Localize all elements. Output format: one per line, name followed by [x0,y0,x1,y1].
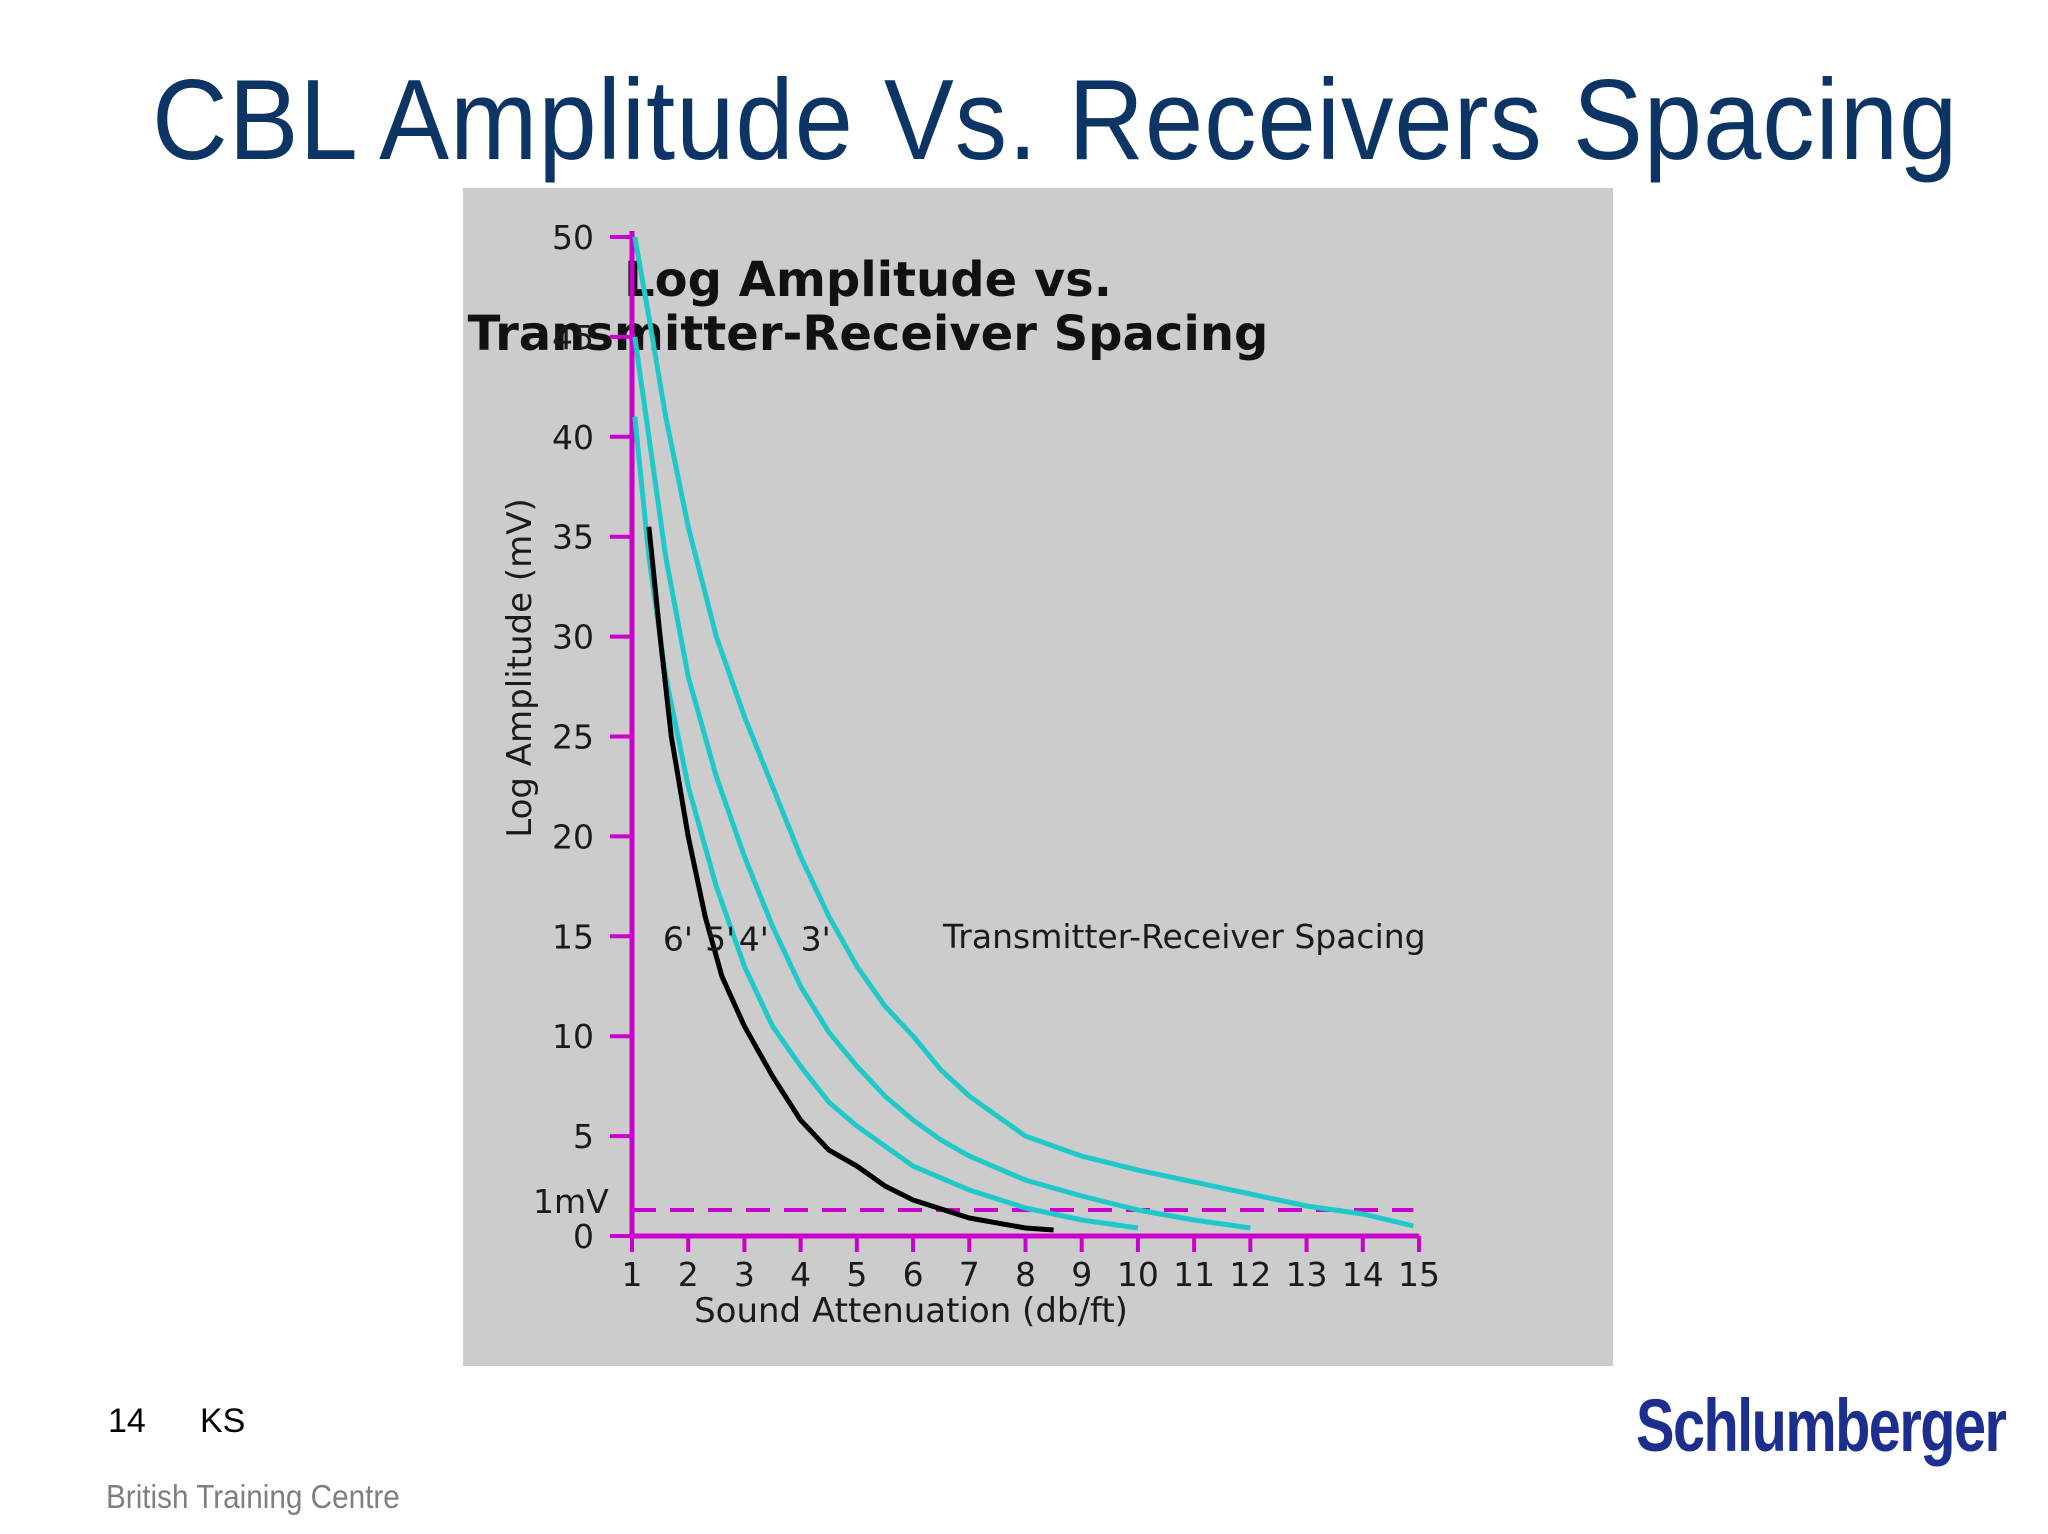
y-tick-label-45: 45 [552,318,594,357]
x-tick-label-2: 2 [678,1255,699,1294]
author-initials: KS [200,1402,246,1440]
x-tick-label-13: 13 [1286,1255,1328,1294]
series-line-1 [632,236,1414,1229]
slide-title: CBL Amplitude Vs. Receivers Spacing [152,57,1959,184]
y-tick-label-15: 15 [552,917,594,956]
x-tick-label-11: 11 [1173,1255,1215,1294]
y-tick-label-5: 5 [573,1117,594,1156]
x-tick-label-6: 6 [903,1255,924,1294]
y-tick-label-50: 50 [552,218,594,257]
x-tick-label-1: 1 [622,1255,643,1294]
chart-panel: Log Amplitude vs. Transmitter-Receiver S… [463,188,1613,1366]
y-tick-label-25: 25 [552,718,594,757]
x-tick-label-3: 3 [734,1255,755,1294]
chart-title-line2: Transmitter-Receiver Spacing [468,306,1269,362]
x-tick-label-8: 8 [1015,1255,1036,1294]
y-tick-label-0: 0 [573,1217,594,1256]
x-tick-label-15: 15 [1398,1255,1440,1294]
chart: Log Amplitude vs. Transmitter-Receiver S… [468,218,1440,1331]
y-tick-label-35: 35 [552,518,594,557]
y-tick-label-30: 30 [552,618,594,657]
page-number: 14 [108,1402,146,1440]
organization-name: British Training Centre [106,1478,400,1515]
series-line-4 [646,526,1054,1233]
y-axis-title: Log Amplitude (mV) [500,498,540,838]
series-label-1: 3' [801,919,831,958]
company-logo: Schlumberger [1636,1384,2007,1467]
chart-title-line1: Log Amplitude vs. [624,252,1112,308]
x-tick-label-10: 10 [1117,1255,1159,1294]
spacing-annotation: Transmitter-Receiver Spacing [942,917,1426,956]
series-line-3 [632,416,1139,1231]
y-tick-label-20: 20 [552,817,594,856]
series-label-2: 4' [739,919,769,958]
reference-line-label: 1mV [533,1182,609,1221]
y-tick-label-40: 40 [552,418,594,457]
x-tick-label-5: 5 [846,1255,867,1294]
x-tick-label-7: 7 [959,1255,980,1294]
x-tick-label-12: 12 [1229,1255,1271,1294]
x-axis-title: Sound Attenuation (db/ft) [694,1291,1128,1331]
x-tick-label-9: 9 [1071,1255,1092,1294]
series-line-2 [632,336,1251,1231]
x-tick-label-4: 4 [790,1255,811,1294]
x-tick-label-14: 14 [1342,1255,1384,1294]
y-tick-label-10: 10 [552,1017,594,1056]
series-label-3: 5' [705,919,735,958]
series-label-4: 6' [663,919,693,958]
